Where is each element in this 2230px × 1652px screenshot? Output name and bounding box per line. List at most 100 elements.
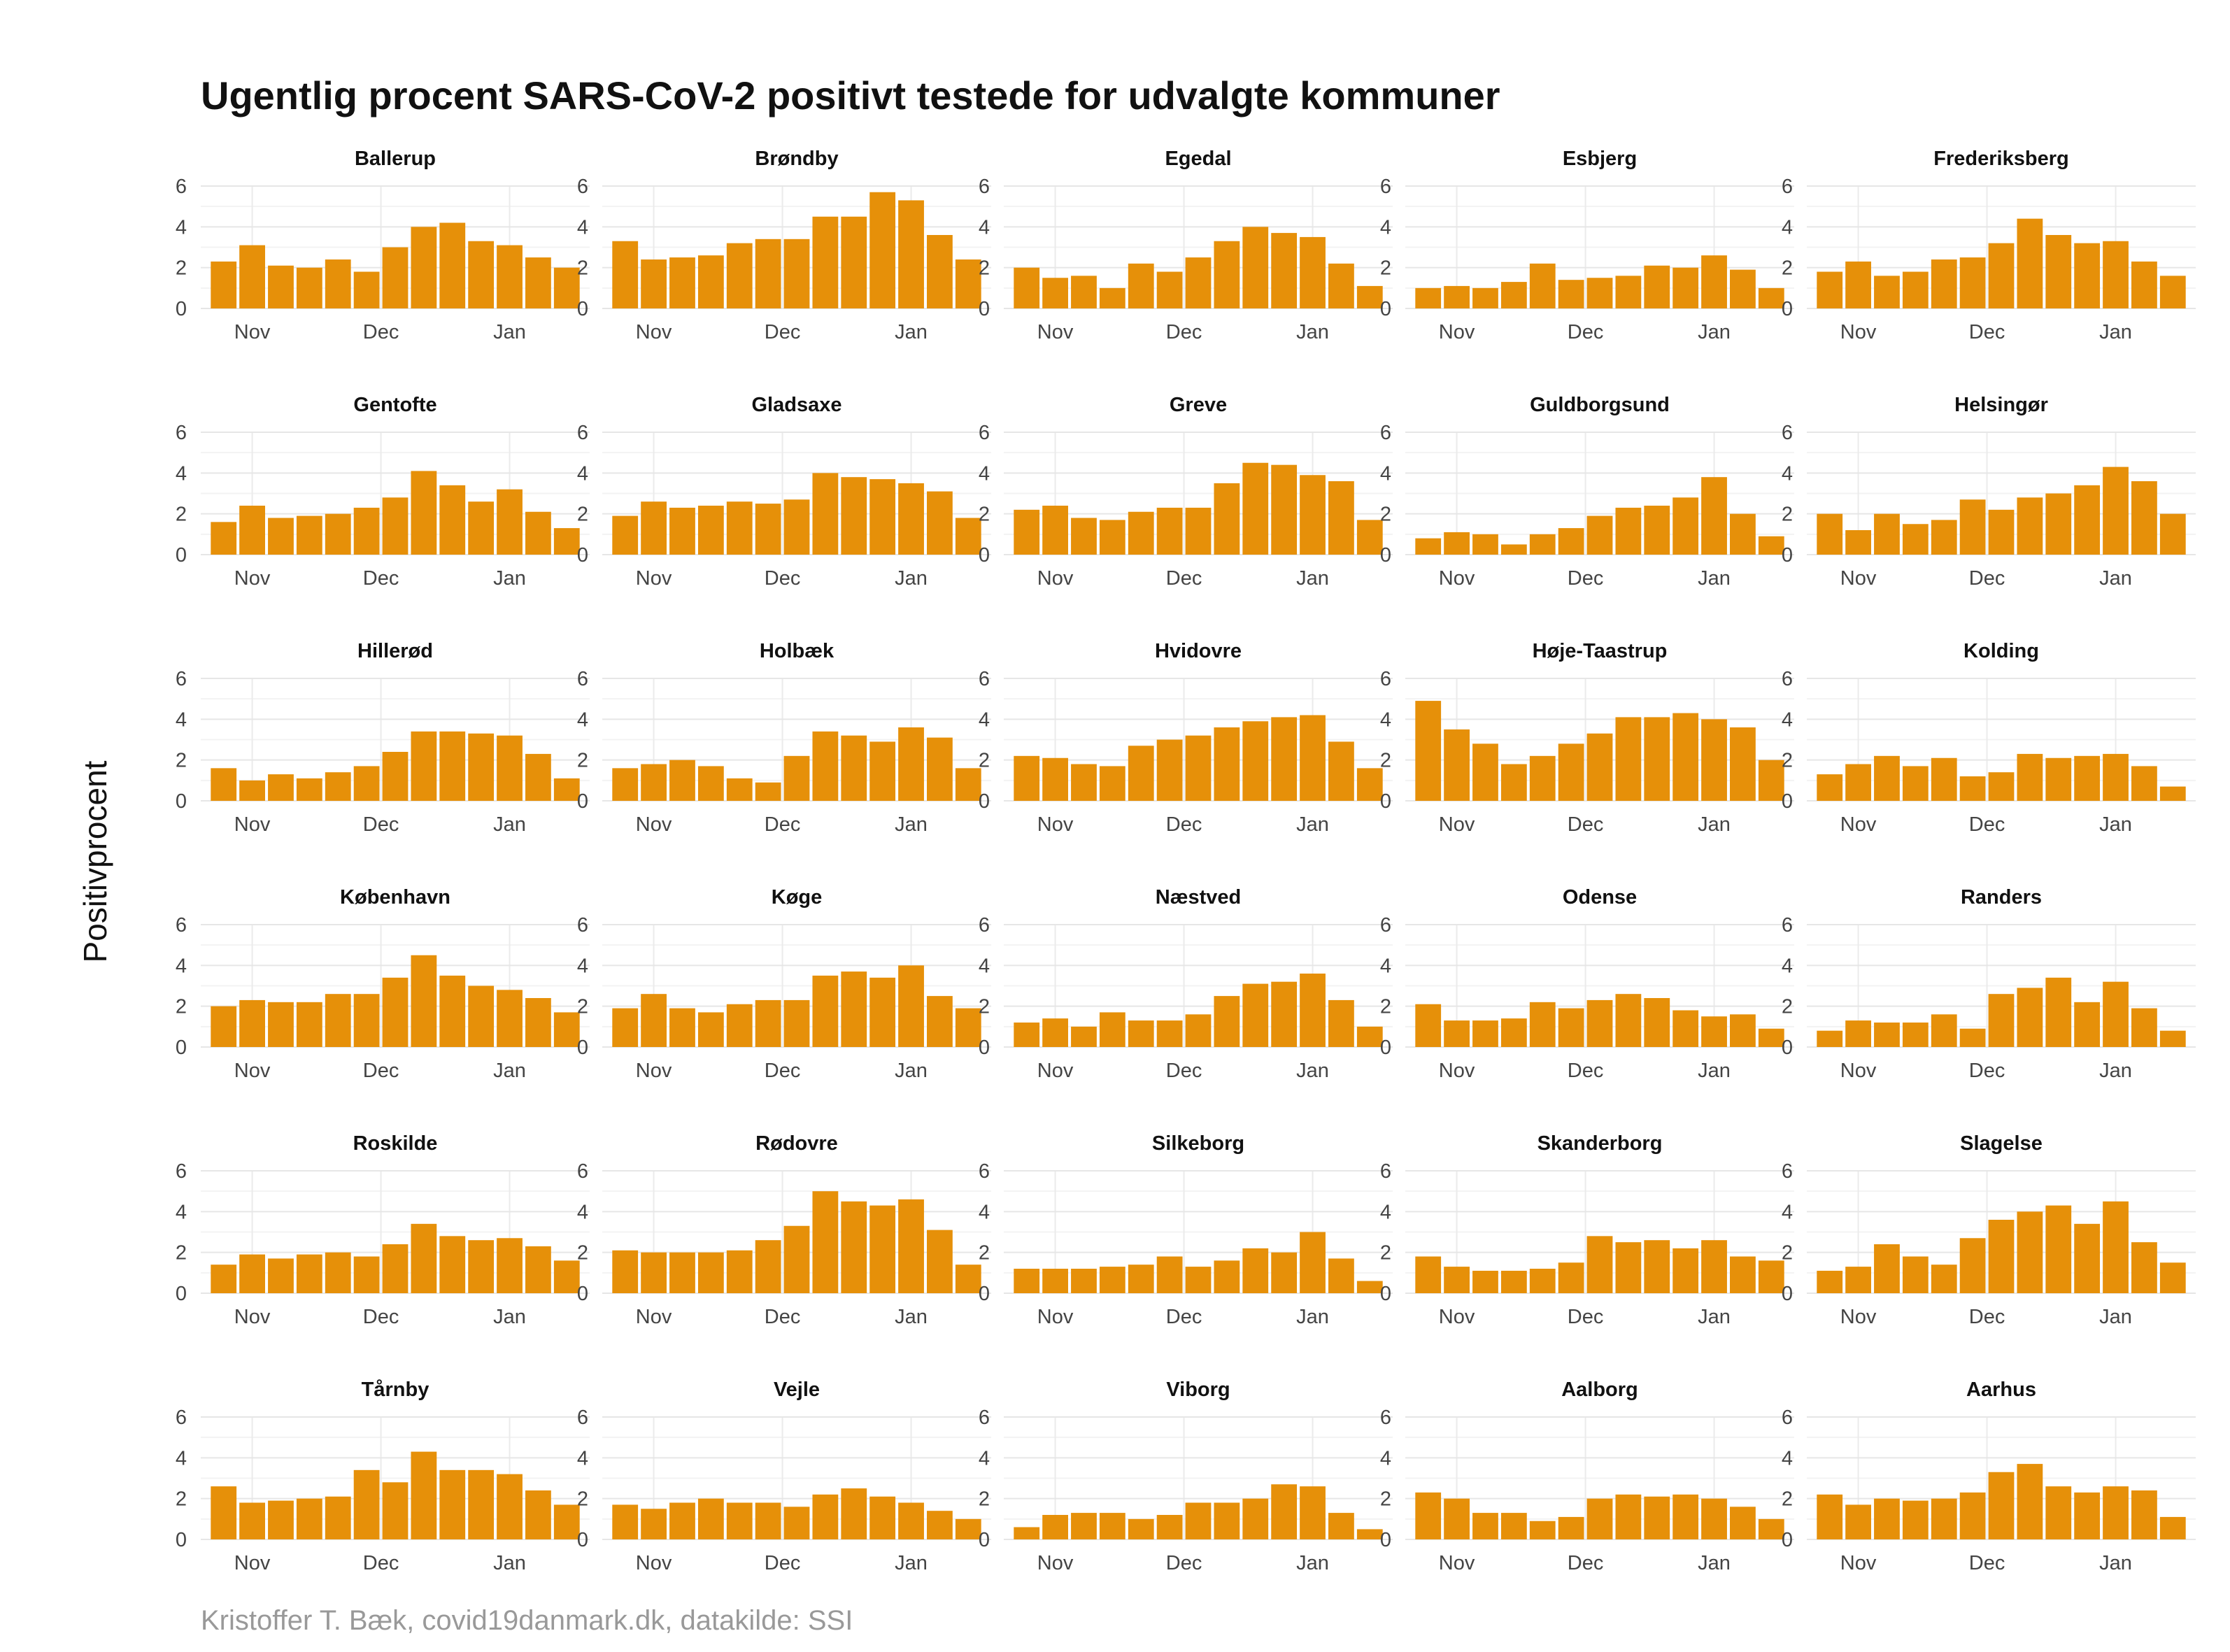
bar	[2045, 493, 2072, 555]
x-tick-label: Dec	[363, 1552, 399, 1574]
panel: Hvidovre 0 2 4 6 Nov Dec Jan	[979, 640, 1393, 836]
x-tick-label: Jan	[1296, 813, 1329, 836]
y-tick-label: 2	[176, 750, 187, 772]
bar	[641, 1252, 667, 1293]
y-tick-label: 6	[577, 422, 588, 444]
x-tick-label: Jan	[1698, 1060, 1731, 1082]
x-tick-label: Nov	[1840, 567, 1877, 590]
panel: Brøndby 0 2 4 6 Nov Dec Jan	[577, 148, 991, 343]
bar	[1014, 1023, 1040, 1047]
bar	[1214, 727, 1240, 801]
y-tick-label: 0	[979, 1283, 990, 1305]
x-tick-label: Jan	[1296, 1060, 1329, 1082]
bar	[468, 501, 495, 555]
bar	[669, 760, 695, 801]
bar	[1758, 760, 1784, 801]
y-tick-label: 6	[979, 1407, 990, 1429]
bar	[1845, 530, 1871, 555]
bar	[2159, 1262, 2186, 1293]
y-tick-label: 2	[577, 1488, 588, 1511]
bar	[268, 774, 294, 801]
bar	[1242, 1498, 1269, 1539]
panel: Esbjerg 0 2 4 6 Nov Dec Jan	[1380, 148, 1794, 343]
y-tick-label: 6	[1380, 1407, 1391, 1429]
bar	[1845, 1504, 1871, 1539]
y-tick-label: 2	[1380, 504, 1391, 526]
bar	[783, 499, 810, 555]
panel-title: Køge	[772, 886, 823, 909]
bar	[755, 238, 781, 308]
x-tick-label: Nov	[636, 1306, 672, 1328]
bar	[1959, 776, 1986, 801]
x-tick-label: Nov	[1037, 1060, 1074, 1082]
bar	[1099, 520, 1125, 555]
bar	[1672, 1010, 1699, 1047]
bar	[1615, 994, 1642, 1047]
y-axis-label: Positivprocent	[77, 760, 113, 962]
bar	[1185, 735, 1212, 801]
bar	[697, 766, 724, 801]
bar	[1701, 1498, 1727, 1539]
panel-title: Høje-Taastrup	[1533, 640, 1668, 662]
y-tick-label: 4	[176, 462, 187, 485]
bar	[669, 507, 695, 555]
bar	[697, 506, 724, 555]
y-tick-label: 6	[1782, 668, 1793, 690]
x-tick-label: Nov	[1439, 1552, 1475, 1574]
y-tick-label: 2	[979, 504, 990, 526]
y-tick-label: 4	[979, 1447, 990, 1469]
y-tick-label: 2	[1380, 257, 1391, 280]
bar	[1586, 278, 1613, 308]
bar	[2103, 467, 2129, 555]
x-tick-label: Nov	[1840, 1306, 1877, 1328]
bar	[497, 735, 523, 801]
bar	[268, 518, 294, 555]
bar	[1874, 276, 1900, 308]
bar	[2045, 1205, 2072, 1293]
bar	[1300, 715, 1326, 801]
x-tick-label: Nov	[1439, 321, 1475, 343]
y-tick-label: 6	[577, 914, 588, 937]
bar	[1730, 727, 1756, 801]
bar	[2017, 497, 2043, 555]
bar	[325, 994, 351, 1047]
y-tick-label: 2	[979, 750, 990, 772]
bar	[439, 1469, 466, 1539]
bar	[382, 977, 409, 1047]
panel-title: Hvidovre	[1155, 640, 1242, 662]
x-tick-label: Nov	[234, 1306, 271, 1328]
bar	[841, 216, 867, 308]
bar	[783, 1507, 810, 1539]
y-tick-label: 2	[1380, 996, 1391, 1018]
bar	[1644, 717, 1670, 801]
panel: Køge 0 2 4 6 Nov Dec Jan	[577, 886, 991, 1082]
x-tick-label: Jan	[1296, 1306, 1329, 1328]
bar	[411, 471, 437, 555]
bar	[1415, 538, 1442, 555]
bar	[1845, 1267, 1871, 1293]
x-tick-label: Dec	[363, 321, 399, 343]
x-tick-label: Jan	[895, 1060, 928, 1082]
bar	[2017, 1464, 2043, 1539]
bar	[1902, 1256, 1929, 1293]
bar	[1356, 1281, 1383, 1293]
bar	[755, 1240, 781, 1293]
y-tick-label: 2	[979, 1488, 990, 1511]
x-tick-label: Jan	[1296, 321, 1329, 343]
panel-title: Roskilde	[353, 1132, 438, 1155]
bar	[1328, 1258, 1354, 1293]
y-tick-label: 4	[176, 708, 187, 731]
y-tick-label: 4	[979, 462, 990, 485]
bar	[1242, 721, 1269, 801]
bar	[612, 1250, 639, 1293]
x-tick-label: Dec	[765, 1060, 801, 1082]
y-tick-label: 0	[1380, 544, 1391, 567]
bar	[1328, 999, 1354, 1047]
bar	[1242, 983, 1269, 1047]
bar	[755, 1502, 781, 1539]
bar	[1959, 1492, 1986, 1539]
bar	[1014, 755, 1040, 801]
bar	[1644, 1496, 1670, 1539]
panel-title: Greve	[1170, 394, 1227, 416]
x-tick-label: Dec	[765, 1552, 801, 1574]
